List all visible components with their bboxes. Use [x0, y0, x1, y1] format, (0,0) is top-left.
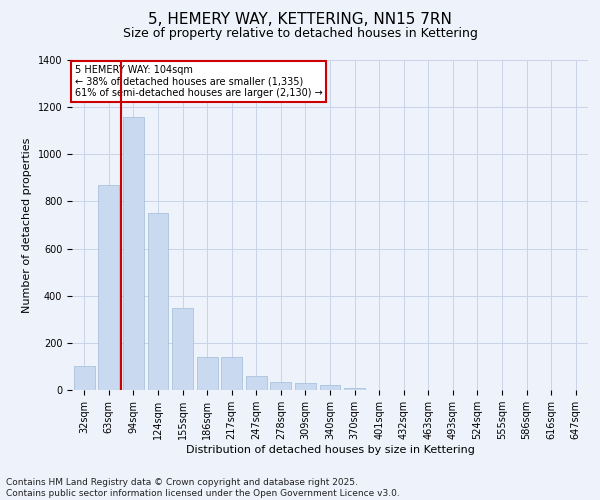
Bar	[172, 308, 193, 390]
Bar	[221, 357, 242, 390]
Bar	[74, 366, 95, 390]
X-axis label: Distribution of detached houses by size in Kettering: Distribution of detached houses by size …	[185, 445, 475, 455]
Bar	[320, 386, 340, 390]
Bar	[271, 382, 292, 390]
Bar	[123, 116, 144, 390]
Text: 5 HEMERY WAY: 104sqm
← 38% of detached houses are smaller (1,335)
61% of semi-de: 5 HEMERY WAY: 104sqm ← 38% of detached h…	[74, 65, 322, 98]
Bar	[148, 213, 169, 390]
Y-axis label: Number of detached properties: Number of detached properties	[22, 138, 32, 312]
Bar	[197, 357, 218, 390]
Text: Contains HM Land Registry data © Crown copyright and database right 2025.
Contai: Contains HM Land Registry data © Crown c…	[6, 478, 400, 498]
Text: 5, HEMERY WAY, KETTERING, NN15 7RN: 5, HEMERY WAY, KETTERING, NN15 7RN	[148, 12, 452, 28]
Bar	[295, 383, 316, 390]
Text: Size of property relative to detached houses in Kettering: Size of property relative to detached ho…	[122, 28, 478, 40]
Bar	[246, 376, 267, 390]
Bar	[344, 388, 365, 390]
Bar	[98, 185, 119, 390]
